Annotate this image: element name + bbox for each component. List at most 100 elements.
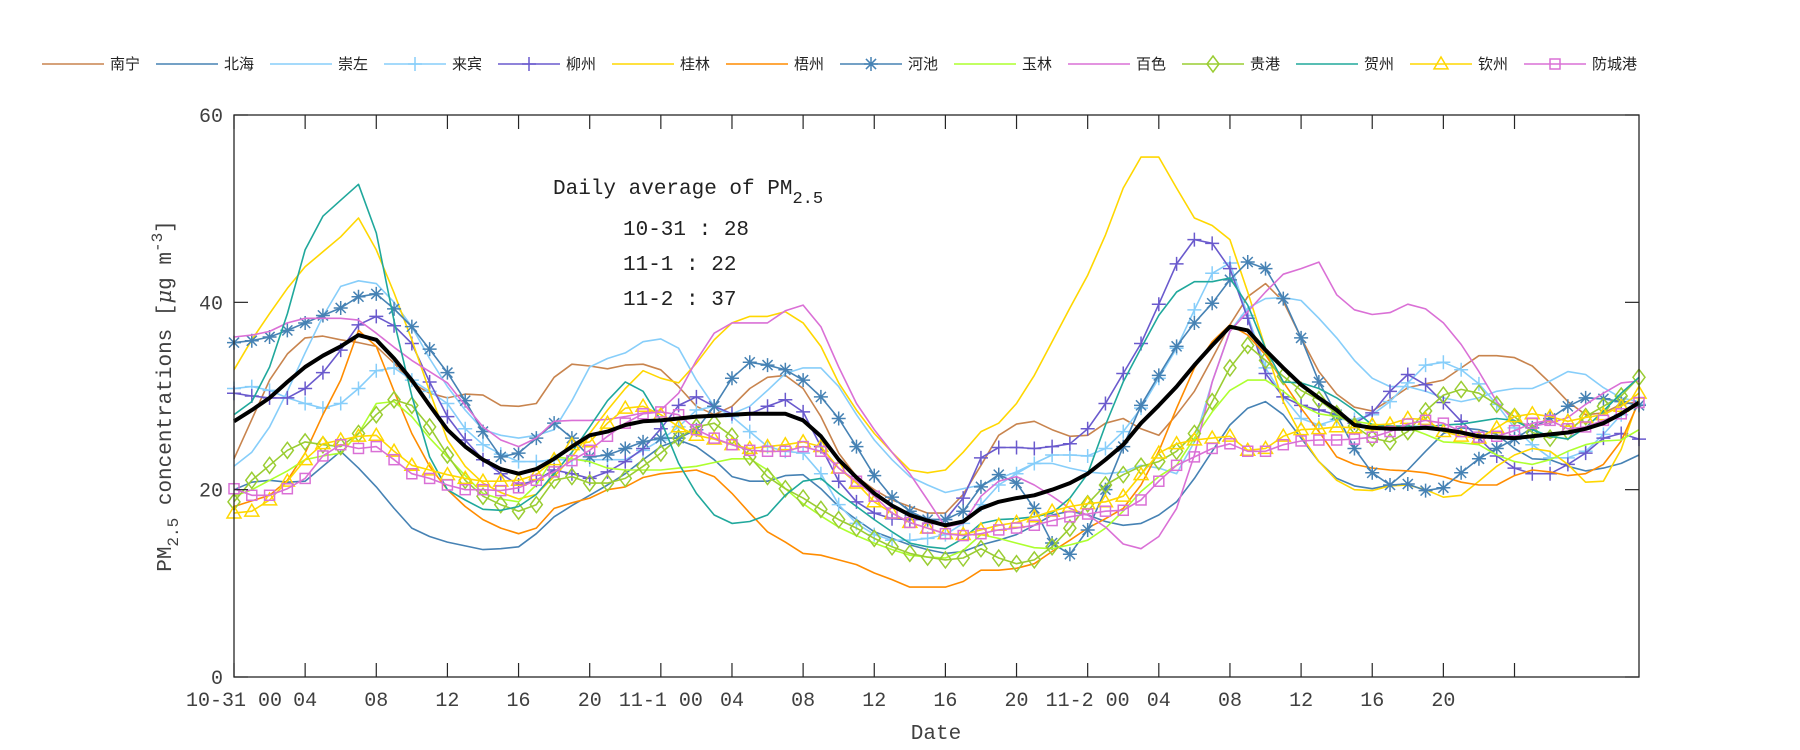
square-marker [1224,438,1236,450]
legend-label: 桂林 [680,55,710,73]
legend-label: 柳州 [566,55,596,73]
square-marker [1259,445,1272,458]
x-tick-label: 08 [364,690,388,713]
triangle-marker [599,414,616,429]
diamond-marker [315,435,330,454]
plot-area [225,156,1648,588]
diamond-marker [1258,351,1273,370]
square-marker [263,489,276,502]
star-marker [742,355,757,370]
plus-marker [1205,236,1220,251]
diamond-marker [1045,537,1060,557]
y-label-subscript: 2.5 [165,518,183,547]
square-marker [317,450,329,462]
triangle-marker [243,502,261,517]
plus-marker [618,454,633,469]
legend-item-防城港: 防城港 [1524,55,1637,73]
plus-marker [475,437,490,452]
y-tick-label: 20 [199,481,223,504]
star-marker [582,449,597,464]
plus-marker [1080,448,1095,463]
square-marker [548,466,560,478]
legend-label: 玉林 [1022,55,1052,73]
square-marker [1295,435,1307,447]
plus-marker [1027,456,1042,471]
star-marker [864,57,878,71]
triangle-marker [634,397,652,412]
diamond-marker [1009,554,1024,573]
plus-marker [1525,466,1540,481]
series-百色 [233,261,1640,550]
plus-marker [796,404,811,419]
plus-marker [422,374,437,389]
star-marker [1222,272,1237,287]
star-marker [547,416,562,431]
star-marker [1294,330,1309,345]
plus-marker [280,390,295,405]
square-marker [281,482,294,495]
diamond-marker [1436,385,1451,405]
legend-item-河池: 河池 [840,55,938,73]
legend-label: 北海 [224,55,254,73]
diamond-marker [493,495,508,514]
diamond-marker [1098,475,1113,495]
triangle-marker [1310,420,1328,435]
diamond-marker [298,432,313,452]
plus-marker [387,360,402,375]
diamond-marker [885,537,899,557]
y-label-superscript: -3 [149,233,167,252]
plus-marker [522,57,536,71]
diamond-marker [760,467,775,486]
legend-item-桂林: 桂林 [612,55,710,73]
square-marker [334,438,347,451]
square-marker [1348,433,1361,445]
diamond-marker [920,547,935,567]
plus-marker [1187,232,1202,247]
plus-marker [1169,256,1184,271]
x-tick-label: 04 [720,690,744,713]
triangle-marker [1363,416,1381,431]
star-marker [1614,394,1629,409]
plus-marker [1205,266,1220,281]
square-marker [1188,451,1201,463]
diamond-marker [1472,383,1486,403]
square-marker [832,462,845,474]
star-marker [600,448,615,463]
diamond-marker [653,443,668,463]
diamond-marker [938,550,953,570]
series-line [233,282,1640,514]
series-line [233,262,1640,542]
diamond-marker [600,473,615,493]
legend-label: 百色 [1136,55,1166,73]
square-marker [992,524,1005,536]
plus-marker [831,474,846,489]
triangle-marker [1274,427,1292,442]
square-marker [939,527,952,540]
plus-marker [1418,358,1433,373]
square-marker [1170,459,1183,472]
legend-label: 贺州 [1364,55,1394,73]
star-marker [493,449,508,464]
triangle-marker [385,442,403,457]
star-marker [1080,522,1095,537]
plus-marker [333,396,348,411]
plus-marker [991,440,1006,455]
star-marker [1187,315,1202,330]
y-tick-label: 0 [211,668,223,691]
star-marker [778,362,793,377]
star-marker [1205,296,1220,311]
triangle-marker [296,451,314,466]
star-marker [511,446,526,461]
series-钦州 [225,384,1648,541]
triangle-marker [581,433,599,448]
daily-average-annotation: Daily average of PM2.5 10-31 : 28 11-1 :… [553,178,823,312]
square-marker [637,408,649,420]
legend-label: 钦州 [1478,55,1508,73]
diamond-marker [1507,407,1522,426]
x-tick-label: 10-31 00 [186,690,282,713]
diamond-marker [422,417,437,437]
plus-marker [315,401,330,416]
legend-item-柳州: 柳州 [498,55,596,73]
star-marker [298,315,313,330]
plus-marker [298,396,313,411]
